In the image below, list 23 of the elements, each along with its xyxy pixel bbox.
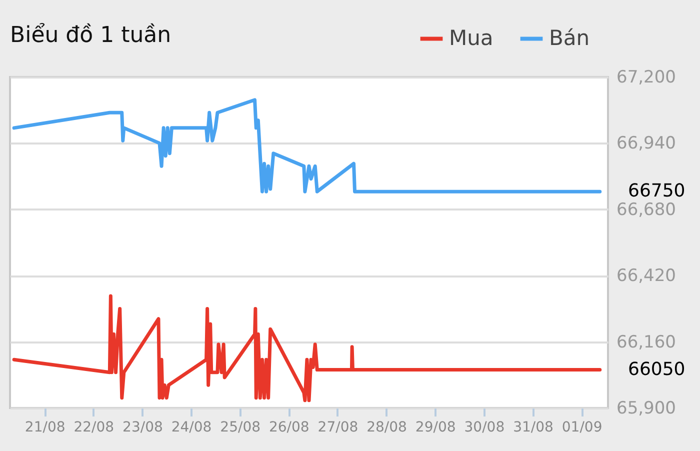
y-tick-label: 66,680 (616, 200, 676, 220)
x-tick-label: 30/08 (464, 420, 505, 436)
annotation: 66050 (628, 358, 686, 380)
legend-label: Mua (449, 26, 494, 50)
chart-title: Biểu đồ 1 tuần (10, 23, 172, 48)
x-tick-label: 01/09 (562, 420, 602, 436)
x-tick-label: 21/08 (24, 420, 66, 436)
x-tick-label: 29/08 (415, 420, 456, 436)
x-tick-label: 24/08 (171, 420, 212, 436)
x-tick-label: 26/08 (268, 420, 310, 436)
legend-label: Bán (549, 26, 590, 50)
annotation: 66750 (628, 180, 686, 202)
x-tick-label: 22/08 (74, 420, 114, 436)
x-tick-label: 31/08 (513, 420, 554, 436)
y-tick-label: 65,900 (616, 398, 676, 418)
y-tick-label: 66,940 (616, 134, 676, 154)
x-tick-label: 28/08 (366, 420, 407, 436)
y-tick-label: 66,420 (616, 266, 676, 286)
x-tick-label: 23/08 (122, 420, 163, 436)
x-tick-label: 27/08 (318, 420, 358, 436)
y-tick-label: 67,200 (616, 68, 676, 88)
y-tick-label: 66,160 (616, 332, 676, 352)
x-tick-label: 25/08 (220, 420, 261, 436)
